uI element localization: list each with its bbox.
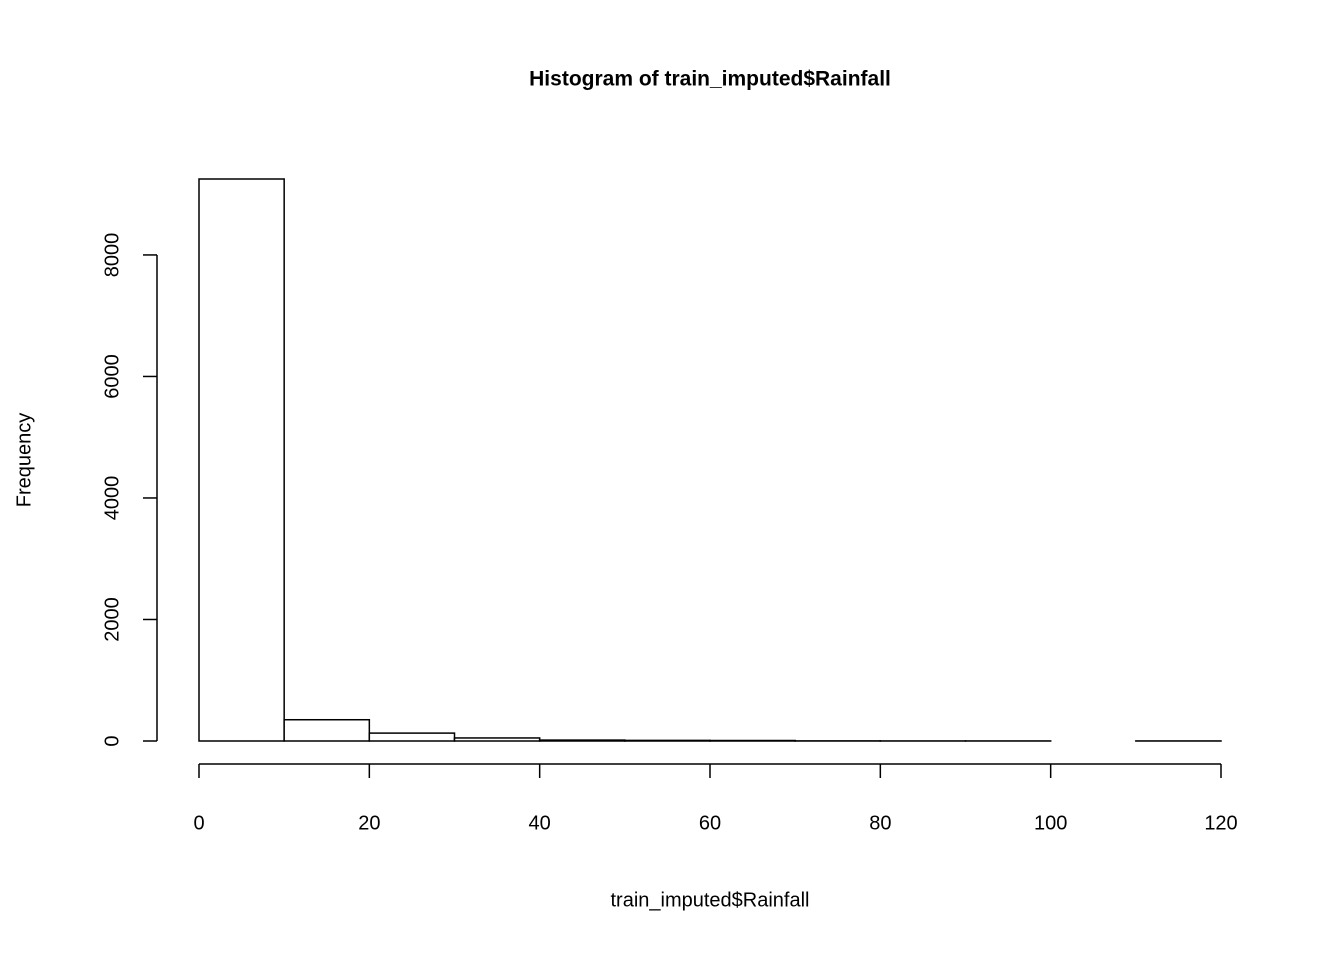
- y-axis-label: Frequency: [13, 413, 35, 508]
- y-tick-label: 6000: [101, 354, 123, 399]
- x-axis-label: train_imputed$Rainfall: [610, 889, 809, 911]
- y-tick-label: 8000: [101, 233, 123, 278]
- bar: [624, 739, 711, 742]
- y-tick-label: 2000: [101, 597, 123, 642]
- bar: [453, 737, 541, 742]
- bar: [538, 739, 626, 742]
- y-tick-label: 0: [101, 735, 123, 746]
- x-tick-label: 20: [358, 812, 380, 834]
- bar: [283, 718, 371, 742]
- x-tick-label: 80: [869, 812, 891, 834]
- bar: [198, 178, 285, 742]
- x-tick-label: 60: [699, 812, 721, 834]
- x-tick-label: 0: [193, 812, 204, 834]
- chart-title: Histogram of train_imputed$Rainfall: [529, 68, 891, 91]
- x-tick-label: 100: [1034, 812, 1067, 834]
- bar: [368, 732, 456, 742]
- y-tick-label: 4000: [101, 476, 123, 521]
- x-tick-label: 40: [529, 812, 551, 834]
- x-tick-label: 120: [1204, 812, 1237, 834]
